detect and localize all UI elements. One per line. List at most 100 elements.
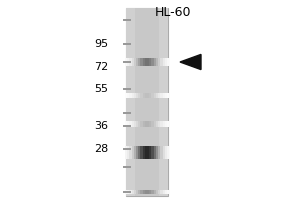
Bar	[123, 61, 130, 63]
Bar	[149, 190, 152, 194]
Bar	[132, 190, 134, 194]
Bar	[152, 146, 154, 158]
Bar	[160, 58, 163, 66]
Bar	[129, 190, 132, 194]
Bar	[134, 190, 136, 194]
Bar	[123, 88, 130, 90]
Bar	[132, 121, 134, 127]
Bar	[125, 146, 127, 158]
Bar	[154, 190, 156, 194]
Bar	[125, 93, 127, 98]
Bar	[129, 93, 132, 98]
Bar	[138, 121, 141, 127]
Bar	[145, 58, 147, 66]
Bar	[149, 121, 152, 127]
Bar	[149, 58, 152, 66]
Bar	[127, 190, 130, 194]
Bar	[127, 146, 130, 158]
Bar	[140, 146, 143, 158]
Bar	[140, 190, 143, 194]
Bar	[123, 19, 130, 21]
Bar	[138, 58, 141, 66]
Bar	[127, 121, 130, 127]
Bar	[145, 121, 147, 127]
Bar	[154, 121, 156, 127]
Bar	[129, 58, 132, 66]
Bar	[149, 93, 152, 98]
Bar	[147, 190, 149, 194]
Bar	[158, 121, 160, 127]
Bar	[167, 146, 170, 158]
Bar	[156, 58, 158, 66]
Bar	[127, 93, 130, 98]
Bar	[140, 58, 143, 66]
Text: 36: 36	[94, 121, 108, 131]
Bar	[140, 121, 143, 127]
Bar	[134, 121, 136, 127]
Bar	[132, 146, 134, 158]
Bar	[142, 146, 145, 158]
Bar	[138, 190, 141, 194]
Bar	[123, 125, 130, 127]
Bar	[145, 146, 147, 158]
Bar	[123, 43, 130, 45]
Bar	[152, 58, 154, 66]
Bar	[158, 146, 160, 158]
Bar	[160, 146, 163, 158]
Bar	[156, 146, 158, 158]
Bar	[154, 93, 156, 98]
Text: 95: 95	[94, 39, 108, 49]
Bar	[126, 8, 168, 196]
Bar	[165, 146, 167, 158]
Text: 55: 55	[94, 84, 108, 94]
Bar	[142, 190, 145, 194]
Bar	[154, 146, 156, 158]
Bar	[136, 121, 138, 127]
Bar	[147, 93, 149, 98]
Bar	[167, 93, 170, 98]
Bar	[140, 93, 143, 98]
Bar	[158, 93, 160, 98]
Bar	[160, 121, 163, 127]
Bar	[147, 146, 149, 158]
Bar	[142, 121, 145, 127]
Bar	[149, 146, 152, 158]
Bar	[138, 93, 141, 98]
Bar	[123, 112, 130, 114]
Bar	[136, 8, 158, 196]
Bar	[123, 191, 130, 193]
Bar	[123, 148, 130, 150]
Bar	[134, 146, 136, 158]
Bar	[156, 93, 158, 98]
Bar	[134, 93, 136, 98]
Bar	[160, 93, 163, 98]
Bar	[160, 190, 163, 194]
Bar	[152, 190, 154, 194]
Text: 28: 28	[94, 144, 108, 154]
Bar	[136, 93, 138, 98]
Bar	[136, 58, 138, 66]
Bar	[163, 190, 165, 194]
Bar	[147, 58, 149, 66]
Bar	[156, 121, 158, 127]
Bar	[147, 121, 149, 127]
Bar	[163, 93, 165, 98]
Bar	[163, 146, 165, 158]
Bar	[167, 58, 170, 66]
Bar	[145, 93, 147, 98]
Bar	[132, 58, 134, 66]
Bar	[129, 121, 132, 127]
Polygon shape	[180, 54, 201, 70]
Bar	[142, 58, 145, 66]
Bar	[142, 93, 145, 98]
Text: HL-60: HL-60	[154, 6, 191, 19]
Bar	[158, 190, 160, 194]
Bar	[165, 121, 167, 127]
Bar	[134, 58, 136, 66]
Bar	[129, 146, 132, 158]
Bar	[167, 190, 170, 194]
Bar	[163, 58, 165, 66]
Bar	[165, 58, 167, 66]
Bar	[163, 121, 165, 127]
Bar	[152, 121, 154, 127]
